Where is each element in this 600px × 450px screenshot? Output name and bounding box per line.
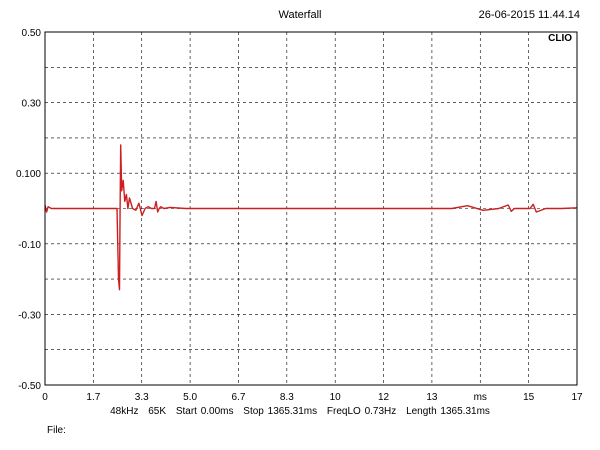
x-tick-label: 5.0: [183, 392, 197, 403]
x-tick-label: 8.3: [280, 392, 294, 403]
x-tick-label: 10: [330, 392, 342, 403]
timestamp: 26-06-2015 11.44.14: [478, 9, 580, 21]
info-length: Length 1365.31ms: [406, 406, 490, 417]
info-start: Start 0.00ms: [175, 406, 234, 417]
info-size: 65K: [148, 406, 167, 417]
info-freqlo: FreqLO 0.73Hz: [326, 406, 397, 417]
y-tick-label: -0.30: [18, 310, 41, 321]
y-tick-label: 0.100: [16, 169, 41, 180]
x-tick-label: 12: [378, 392, 390, 403]
x-tick-label: 3.3: [135, 392, 149, 403]
file-label: File:: [47, 425, 66, 436]
y-tick-label: 0.50: [22, 28, 42, 39]
x-tick-label: ms: [474, 392, 487, 403]
y-tick-label: 0.30: [22, 99, 42, 110]
plot-frame: [44, 31, 578, 386]
x-tick-label: 6.7: [232, 392, 246, 403]
brand-label: CLIO: [548, 33, 572, 44]
tick-labels: 0 1.7 3.3 5.0 6.7 8.3 10 12 13 ms 15 17 0.50 0.30 0.10…: [16, 28, 583, 403]
x-tick-label: 0: [42, 392, 48, 403]
measurement-info: 48kHz 65K Start 0.00ms Stop 1365.31ms Fr…: [0, 406, 600, 417]
info-stop: Stop 1365.31ms: [243, 406, 318, 417]
y-tick-label: -0.10: [18, 240, 41, 251]
x-tick-label: 13: [426, 392, 438, 403]
series-line: [44, 144, 578, 291]
x-tick-label: 15: [523, 392, 535, 403]
x-tick-label: 1.7: [86, 392, 100, 403]
chart-title: Waterfall: [278, 9, 322, 21]
x-tick-label: 17: [571, 392, 583, 403]
y-tick-label: -0.50: [18, 381, 41, 392]
info-sample-rate: 48kHz: [110, 406, 139, 417]
